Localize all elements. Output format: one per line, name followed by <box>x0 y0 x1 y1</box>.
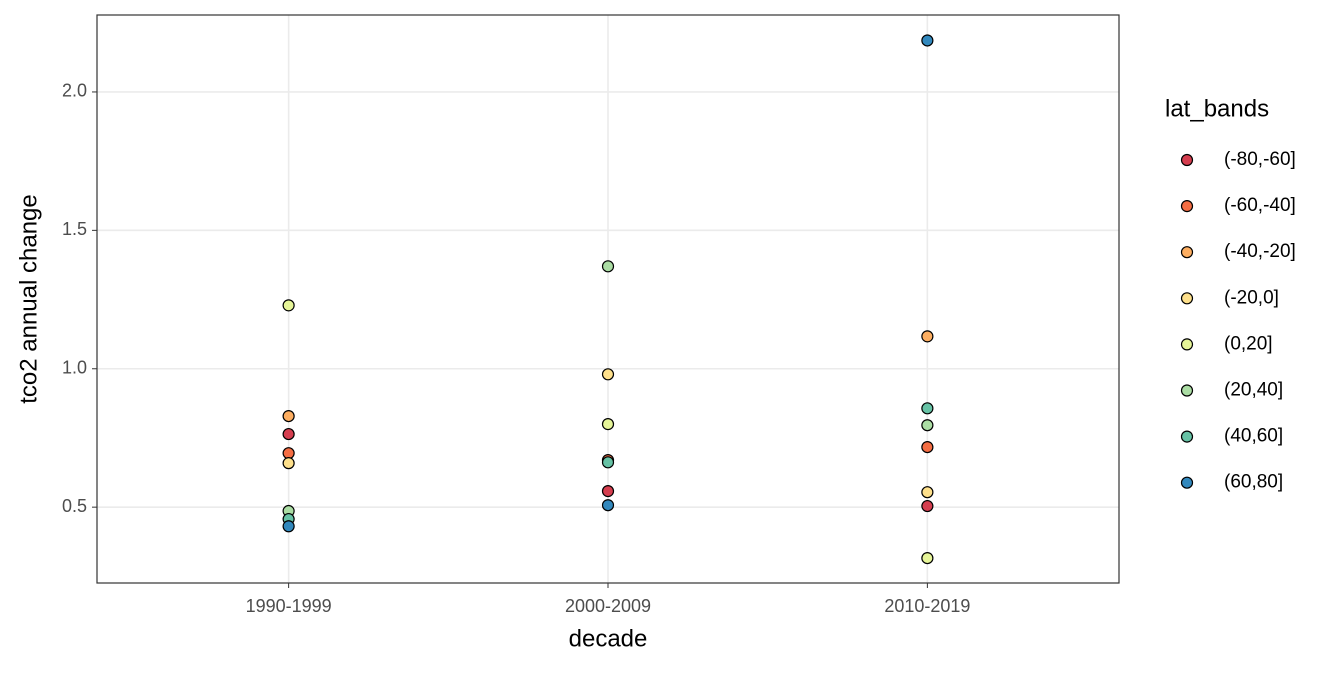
legend-label: (-60,-40] <box>1224 195 1296 216</box>
point <box>282 299 295 312</box>
point <box>921 419 934 432</box>
point <box>601 260 615 273</box>
point <box>601 456 615 469</box>
legend-swatch <box>1180 153 1194 167</box>
marks <box>282 34 934 565</box>
legend-label: (-80,-60] <box>1224 149 1296 170</box>
point <box>601 499 615 512</box>
legend-swatch <box>1180 476 1194 489</box>
point <box>282 447 295 460</box>
x-tick-label: 2010-2019 <box>884 596 970 616</box>
point <box>921 551 934 565</box>
point <box>601 485 615 498</box>
legend-swatch <box>1180 384 1194 397</box>
point <box>282 457 295 470</box>
point <box>921 330 934 343</box>
legend-swatch <box>1180 246 1194 259</box>
point <box>921 486 934 499</box>
point <box>601 418 615 431</box>
point <box>282 520 295 533</box>
point <box>601 368 615 381</box>
point <box>921 34 934 47</box>
point <box>921 440 934 454</box>
legend-swatch <box>1180 200 1194 213</box>
x-axis-title: decade <box>569 625 648 652</box>
x-tick-label: 2000-2009 <box>565 596 651 616</box>
y-tick-label: 0.5 <box>62 496 87 516</box>
legend-label: (60,80] <box>1224 472 1283 493</box>
legend-swatch <box>1180 292 1194 305</box>
point <box>282 409 295 423</box>
legend-swatch <box>1180 338 1194 351</box>
legend-label: (-40,-20] <box>1224 241 1296 262</box>
legend-title: lat_bands <box>1165 95 1269 122</box>
y-tick-label: 1.5 <box>62 219 87 239</box>
point <box>921 402 934 415</box>
point <box>921 499 934 513</box>
x-tick-label: 1990-1999 <box>246 596 332 616</box>
legend-label: (40,60] <box>1224 426 1283 447</box>
legend-label: (0,20] <box>1224 333 1273 354</box>
y-tick-label: 1.0 <box>62 358 87 378</box>
legend-label: (20,40] <box>1224 380 1283 401</box>
y-axis-title: tco2 annual change <box>15 194 42 404</box>
point <box>282 427 295 441</box>
y-tick-label: 2.0 <box>62 81 87 101</box>
legend-label: (-20,0] <box>1224 287 1279 308</box>
legend-swatch <box>1180 430 1194 443</box>
